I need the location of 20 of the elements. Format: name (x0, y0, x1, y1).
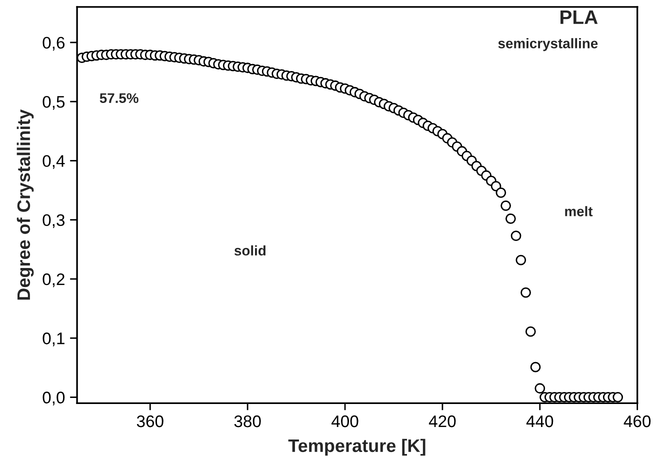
x-tick-label: 360 (136, 415, 164, 428)
y-tick-label: 0,1 (42, 332, 64, 346)
annotation: melt (565, 206, 593, 216)
y-tick-label: 0,2 (42, 273, 64, 288)
y-tick-label: 0,3 (42, 214, 65, 228)
y-axis-title: Degree of Crystallinity (16, 109, 34, 300)
x-tick-label: 460 (624, 415, 651, 428)
y-tick-label: 0,5 (42, 96, 65, 110)
x-tick-label: 440 (526, 415, 554, 428)
annotation: solid (234, 245, 266, 256)
x-tick-label: 400 (331, 415, 358, 428)
y-tick-label: 0,0 (42, 392, 65, 406)
x-axis-title: Temperature [K] (288, 438, 426, 456)
y-tick-label: 0,6 (42, 36, 65, 51)
y-tick-label: 0,4 (42, 155, 65, 169)
x-tick-label: 420 (428, 415, 456, 428)
x-tick-label: 380 (234, 415, 261, 428)
annotation: 57.5% (100, 93, 138, 104)
chart-title: PLA (560, 10, 598, 24)
text: semicrystalline (498, 38, 598, 52)
